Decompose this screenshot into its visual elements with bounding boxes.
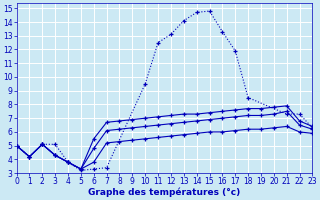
X-axis label: Graphe des températures (°c): Graphe des températures (°c) xyxy=(88,188,241,197)
